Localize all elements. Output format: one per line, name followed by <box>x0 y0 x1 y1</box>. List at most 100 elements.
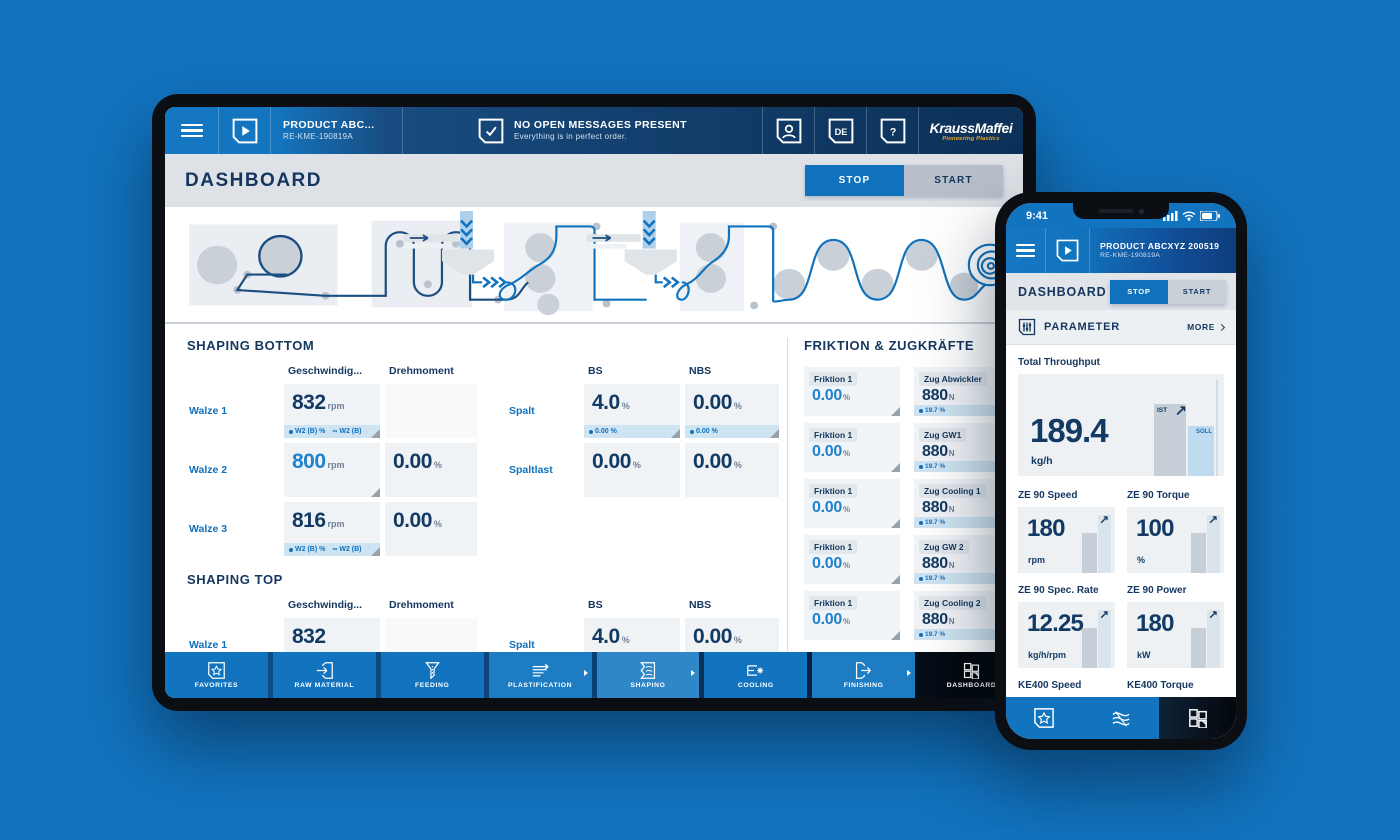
camera-dot <box>1138 208 1144 214</box>
nbs-value-cell[interactable]: 0.00% 0.00 % <box>685 384 779 438</box>
nbs-value: 0.00 <box>693 450 732 473</box>
tab-cooling[interactable]: COOLING <box>704 652 808 698</box>
tab-favorites[interactable] <box>1006 697 1083 739</box>
parameter-card[interactable]: 180 kW ↗ <box>1127 602 1224 668</box>
friktion-card[interactable]: Friktion 1 0.00% <box>804 423 900 472</box>
friktion-value: 0.00 <box>812 611 842 628</box>
parameter-card[interactable]: 100 % ↗ <box>1127 507 1224 573</box>
throughput-card[interactable]: 189.4 kg/h IST ↗ SOLL <box>1018 374 1224 476</box>
zug-value: 880 <box>922 499 948 516</box>
tab-raw-material[interactable]: RAW MATERIAL <box>272 652 376 698</box>
zug-chipstrip: 19.7 % <box>914 573 1023 584</box>
bs-unit: % <box>632 460 641 470</box>
phone-toolbar: DASHBOARD STOP START <box>1006 273 1236 310</box>
dot-icon <box>919 632 923 637</box>
zug-value: 880 <box>922 555 948 572</box>
linked-chip: ∞ W2 (B) <box>332 546 361 553</box>
product-subtitle: RE-KME-190819A <box>1100 251 1161 259</box>
card-value: 12.25 <box>1027 610 1084 637</box>
chip-label: W2 (B) <box>339 546 362 553</box>
row-label: Spalt <box>509 405 535 417</box>
speed-value: 832 <box>292 391 326 414</box>
bs-value-cell[interactable]: 4.0% 0.00 % <box>584 384 680 438</box>
messages-banner[interactable]: NO OPEN MESSAGES PRESENT Everything is i… <box>403 107 763 154</box>
parameter-tile: ZE 90 Speed 180 rpm ↗ <box>1018 488 1115 581</box>
submenu-arrow-icon <box>907 670 912 676</box>
product-info[interactable]: PRODUCT ABC... RE-KME-190819A <box>271 107 403 154</box>
torque-unit: % <box>433 460 442 470</box>
tab-dashboard[interactable] <box>1159 697 1236 739</box>
actual-chip: 19.7 % <box>919 631 945 638</box>
stop-button[interactable]: STOP <box>805 165 904 196</box>
speed-value: 800 <box>292 450 326 473</box>
speed-value-cell[interactable]: 816 rpm W2 (B) % ∞ W2 (B) <box>284 502 380 556</box>
product-badge-button[interactable] <box>219 107 271 154</box>
speed-value-cell[interactable]: 832 rpm W2 (B) % ∞ W2 (B) <box>284 384 380 438</box>
stop-button[interactable]: STOP <box>1110 279 1168 304</box>
help-button[interactable]: ? <box>867 107 919 154</box>
parameter-card[interactable]: 12.25 kg/h/rpm ↗ <box>1018 602 1115 668</box>
tab-feeding[interactable]: FEEDING <box>380 652 484 698</box>
friktion-panel: FRIKTION & ZUGKRÄFTE Friktion 1 0.00% Zu… <box>787 338 1023 698</box>
bs-value: 4.0 <box>592 625 620 648</box>
card-label: ZE 90 Torque <box>1127 490 1190 501</box>
speed-unit: rpm <box>327 401 345 411</box>
dot-icon <box>919 408 923 413</box>
language-badge-icon: DE <box>828 118 853 143</box>
start-button[interactable]: START <box>1168 279 1226 304</box>
play-badge-icon <box>232 118 257 143</box>
friktion-unit: % <box>842 505 850 514</box>
product-badge-button[interactable] <box>1046 228 1090 273</box>
throughput-label: Total Throughput <box>1018 357 1101 368</box>
user-button[interactable] <box>763 107 815 154</box>
speed-value-cell[interactable]: 800 rpm <box>284 443 380 497</box>
nbs-value: 0.00 <box>693 391 732 414</box>
editable-fold-icon <box>891 631 900 640</box>
product-info[interactable]: PRODUCT ABCXYZ 200519 RE-KME-190819A <box>1090 228 1236 273</box>
zug-label: Zug GW1 <box>919 428 967 442</box>
tab-shaping[interactable]: SHAPING <box>596 652 700 698</box>
parameter-card[interactable]: 180 rpm ↗ <box>1018 507 1115 573</box>
phone-bottom-nav <box>1006 697 1236 739</box>
col-header-torque: Drehmoment <box>389 365 454 377</box>
tablet-content: SHAPING BOTTOM Geschwindig... Drehmoment… <box>165 324 1023 698</box>
ist-bar: IST ↗ <box>1154 403 1187 476</box>
chip-label: 0.00 % <box>696 428 718 435</box>
card-label: ZE 90 Power <box>1127 585 1187 596</box>
battery-icon <box>1200 210 1220 221</box>
submenu-arrow-icon <box>583 670 588 676</box>
menu-button[interactable] <box>165 107 219 154</box>
bs-value: 0.00 <box>592 450 631 473</box>
friktion-value: 0.00 <box>812 499 842 516</box>
col-header-torque: Drehmoment <box>389 599 454 611</box>
process-diagram <box>189 211 1013 316</box>
chip-label: 19.7 % <box>925 631 946 638</box>
parameter-tile: ZE 90 Spec. Rate 12.25 kg/h/rpm ↗ <box>1018 583 1115 676</box>
dot-icon <box>690 429 694 434</box>
language-button[interactable]: DE <box>815 107 867 154</box>
parameter-header[interactable]: PARAMETER MORE <box>1006 310 1236 345</box>
friktion-card[interactable]: Friktion 1 0.00% <box>804 479 900 528</box>
actual-chip: W2 (B) % <box>289 546 325 553</box>
tab-finishing[interactable]: FINISHING <box>812 652 916 698</box>
menu-button[interactable] <box>1006 228 1046 273</box>
zug-label: Zug GW 2 <box>919 540 969 554</box>
dot-icon <box>919 520 923 525</box>
start-button[interactable]: START <box>904 165 1003 196</box>
actual-chip: W2 (B) % <box>289 428 325 435</box>
friktion-card[interactable]: Friktion 1 0.00% <box>804 535 900 584</box>
hamburger-icon <box>1016 244 1035 257</box>
tab-label: COOLING <box>737 681 774 689</box>
friktion-card[interactable]: Friktion 1 0.00% <box>804 591 900 640</box>
tab-plastification[interactable]: PLASTIFICATION <box>488 652 592 698</box>
tab-shaping[interactable] <box>1082 697 1160 739</box>
tab-dashboard[interactable]: DASHBOARD <box>920 652 1023 698</box>
friktion-card[interactable]: Friktion 1 0.00% <box>804 367 900 416</box>
speed-value: 832 <box>292 625 326 648</box>
chip-label: 19.7 % <box>925 463 946 470</box>
friktion-unit: % <box>842 393 850 402</box>
more-link[interactable]: MORE <box>1187 322 1226 332</box>
tab-favorites[interactable]: FAVORITES <box>165 652 268 698</box>
process-diagram-panel <box>165 207 1023 324</box>
page-title: DASHBOARD <box>185 169 322 191</box>
